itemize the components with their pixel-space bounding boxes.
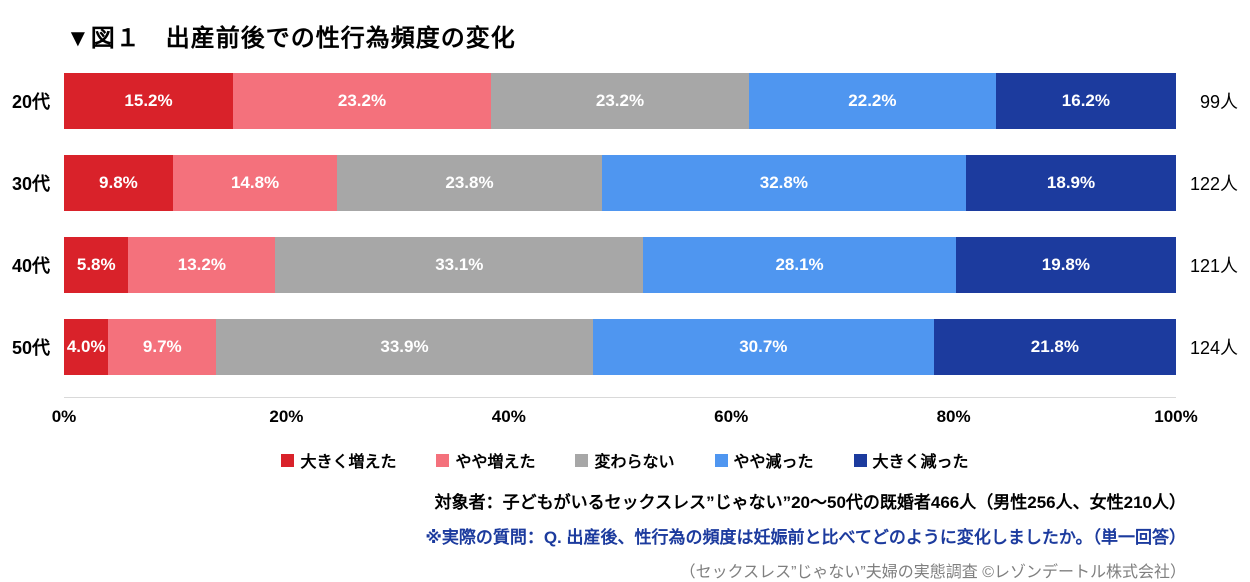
legend-swatch-icon	[853, 453, 867, 467]
legend-label: 大きく増えた	[300, 454, 397, 471]
category-count: 99人	[1199, 92, 1238, 112]
legend-label: やや減った	[733, 454, 814, 471]
legend-swatch-icon	[281, 453, 295, 467]
x-axis-tick: 60%	[714, 407, 749, 426]
x-axis-ticks: 0% 20% 40% 60% 80% 100%	[52, 397, 1198, 432]
bar-segment: 23.2%	[490, 73, 749, 129]
bar-segment: 9.7%	[108, 319, 217, 375]
x-axis-tick: 20%	[269, 407, 304, 426]
category-count: 122人	[1189, 174, 1238, 194]
legend-swatch-icon	[714, 453, 728, 467]
bar-segment: 4.0%	[64, 319, 109, 375]
category-label: 20代	[12, 92, 51, 112]
chart-title: ▼図１ 出産前後での性行為頻度の変化	[66, 25, 516, 52]
bar-segment: 13.2%	[128, 237, 276, 293]
bar-segment: 16.2%	[995, 73, 1176, 129]
legend-label: 変わらない	[594, 454, 675, 471]
bar-segment: 14.8%	[172, 155, 338, 211]
category-label: 40代	[12, 256, 51, 276]
bar-row: 30代 9.8% 14.8% 23.8% 32.8% 18.9% 122人	[10, 155, 1238, 211]
legend-label: やや増えた	[455, 454, 536, 471]
bar-segment: 19.8%	[955, 237, 1176, 293]
note-question: ※実際の質問：Q. 出産後、性行為の頻度は妊娠前と比べてどのように変化しましたか…	[425, 528, 1186, 547]
legend-item: 大きく減った	[853, 448, 969, 472]
bar-track: 9.8% 14.8% 23.8% 32.8% 18.9%	[64, 155, 1176, 211]
legend-label: 大きく減った	[872, 454, 969, 471]
legend-swatch-icon	[575, 453, 589, 467]
bar-segment: 22.2%	[748, 73, 996, 129]
bar-track: 5.8% 13.2% 33.1% 28.1% 19.8%	[64, 237, 1176, 293]
legend-item: 大きく増えた	[281, 448, 396, 472]
bar-segment: 33.1%	[275, 237, 644, 293]
category-label: 30代	[12, 174, 51, 194]
bar-track: 15.2% 23.2% 23.2% 22.2% 16.2%	[64, 73, 1176, 129]
legend-item: 変わらない	[575, 448, 675, 472]
bar-segment: 9.8%	[64, 155, 173, 211]
category-count: 121人	[1189, 256, 1238, 276]
x-axis-tick: 40%	[491, 407, 526, 426]
legend: 大きく増えた やや増えた 変わらない やや減った 大きく減った	[0, 448, 1250, 472]
x-axis: 0% 20% 40% 60% 80% 100%	[10, 397, 1238, 432]
stacked-bar-chart: 20代 15.2% 23.2% 23.2% 22.2% 16.2% 99人 30代 9.8% 14…	[0, 73, 1250, 432]
bar-segment: 30.7%	[592, 319, 934, 375]
bar-segment: 5.8%	[64, 237, 129, 293]
note-audience: 対象者：子どもがいるセックスレス”じゃない”20〜50代の既婚者466人（男性2…	[434, 493, 1186, 512]
bar-segment: 28.1%	[643, 237, 956, 293]
x-axis-tick: 0%	[51, 407, 77, 426]
bar-segment: 21.8%	[933, 319, 1176, 375]
legend-item: やや減った	[714, 448, 814, 472]
legend-item: やや増えた	[436, 448, 535, 472]
bar-row: 50代 4.0% 9.7% 33.9% 30.7% 21.8% 124人	[10, 319, 1238, 375]
category-label: 50代	[12, 338, 51, 358]
x-axis-tick: 100%	[1154, 407, 1198, 426]
footnotes: 対象者：子どもがいるセックスレス”じゃない”20〜50代の既婚者466人（男性2…	[0, 488, 1250, 582]
bar-row: 40代 5.8% 13.2% 33.1% 28.1% 19.8% 121人	[10, 237, 1238, 293]
bar-segment: 15.2%	[64, 73, 234, 129]
bar-segment: 32.8%	[601, 155, 967, 211]
bar-segment: 33.9%	[216, 319, 593, 375]
bar-row: 20代 15.2% 23.2% 23.2% 22.2% 16.2% 99人	[10, 73, 1238, 129]
bar-track: 4.0% 9.7% 33.9% 30.7% 21.8%	[64, 319, 1176, 375]
bar-segment: 23.8%	[337, 155, 602, 211]
legend-swatch-icon	[436, 453, 450, 467]
bar-rows: 20代 15.2% 23.2% 23.2% 22.2% 16.2% 99人 30代 9.8% 14…	[10, 73, 1238, 375]
bar-segment: 23.2%	[233, 73, 491, 129]
bar-segment: 18.9%	[966, 155, 1176, 211]
category-count: 124人	[1189, 338, 1238, 358]
x-axis-tick: 80%	[936, 407, 971, 426]
note-source: （セックスレス”じゃない”夫婦の実態調査 ©レゾンデートル株式会社）	[679, 564, 1186, 581]
